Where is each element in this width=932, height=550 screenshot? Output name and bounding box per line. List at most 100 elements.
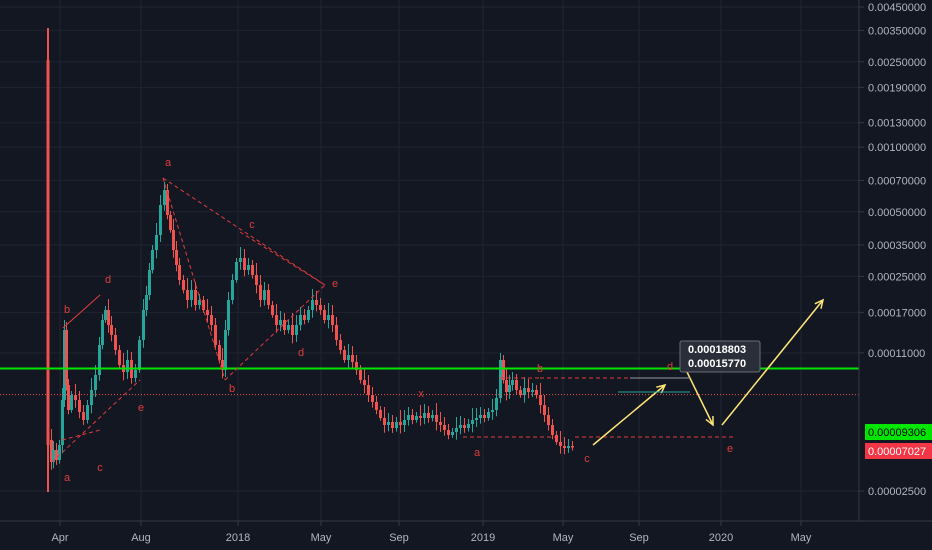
candle-body — [491, 410, 494, 412]
candle-body — [263, 290, 266, 300]
candle-body — [547, 415, 550, 425]
wave-label: b — [229, 383, 235, 395]
candle-body — [339, 340, 342, 350]
candle-body — [251, 265, 254, 275]
candle-body — [495, 398, 498, 410]
candle-body — [543, 405, 546, 415]
candle-body — [508, 385, 511, 392]
projection-arrow — [592, 384, 666, 446]
candle-body — [291, 325, 294, 335]
candle-body — [259, 285, 262, 300]
candle-body — [145, 295, 148, 310]
candle-body — [531, 390, 534, 392]
candle-body — [399, 422, 402, 425]
candle-body — [371, 395, 374, 402]
candle-body — [307, 310, 310, 320]
y-tick-label: 0.00050000 — [868, 207, 926, 219]
candle-body — [110, 325, 113, 335]
candle-body — [198, 300, 201, 305]
wave-label: a — [474, 447, 481, 459]
candle-body — [70, 395, 73, 410]
candle-body — [555, 435, 558, 442]
candle-body — [166, 190, 169, 215]
candle-body — [138, 340, 141, 370]
candle-body — [118, 350, 121, 365]
wave-trendline — [224, 284, 326, 381]
price-axis[interactable]: 0.00450000 0.00350000 0.00250000 0.00190000… — [859, 2, 926, 498]
candle-body — [487, 412, 490, 418]
candle-body — [379, 410, 382, 418]
candle-body — [231, 280, 234, 300]
y-tick-label: 0.00250000 — [868, 57, 926, 69]
candle-body — [227, 300, 230, 330]
candle-body — [439, 422, 442, 425]
y-tick-label: 0.00025000 — [868, 271, 926, 283]
wave-label: d — [298, 347, 304, 359]
candle-body — [395, 422, 398, 428]
candle-body — [515, 380, 518, 390]
wave-label: c — [97, 462, 103, 474]
candle-body — [403, 420, 406, 425]
x-tick-label: May — [311, 532, 332, 544]
candle-body — [82, 412, 85, 420]
candle-body — [186, 290, 189, 300]
candle-body — [455, 428, 458, 432]
candle-body — [551, 425, 554, 435]
candle-body — [90, 390, 93, 405]
candle-body — [78, 400, 81, 412]
candle-body — [255, 275, 258, 285]
candle-body — [431, 415, 434, 418]
candle-body — [331, 315, 334, 325]
x-tick-label: 2019 — [471, 532, 495, 544]
candle-body — [151, 250, 154, 270]
candle-body — [287, 325, 290, 330]
projection-arrowhead — [656, 383, 667, 394]
candle-body — [467, 424, 470, 428]
candle-body — [126, 360, 129, 372]
candle-body — [65, 330, 68, 385]
candle-body — [367, 385, 370, 395]
y-tick-label: 0.00190000 — [868, 82, 926, 94]
y-tick-label: 0.00100000 — [868, 142, 926, 154]
wave-label: x — [418, 388, 424, 400]
projection-arrowhead — [814, 298, 825, 309]
candle-body — [419, 416, 422, 418]
candle-body — [74, 395, 77, 400]
candle-body — [202, 300, 205, 310]
wave-trendline — [239, 231, 326, 286]
time-axis[interactable]: Apr Aug 2018 May Sep 2019 May Sep 2020 May — [51, 521, 812, 544]
x-tick-label: Sep — [629, 532, 649, 544]
wave-label: a — [64, 472, 71, 484]
x-tick-label: Apr — [51, 532, 68, 544]
candle-body — [359, 370, 362, 380]
candle-body — [63, 330, 66, 400]
candle-body — [343, 350, 346, 360]
candle-body — [479, 415, 482, 418]
candle-body — [275, 315, 278, 325]
candle-body — [279, 320, 282, 325]
x-tick-label: May — [553, 532, 574, 544]
candle-body — [351, 355, 354, 362]
candle-body — [104, 310, 107, 320]
candle-body — [327, 315, 330, 320]
candle-body — [355, 362, 358, 370]
candle-body — [206, 310, 209, 315]
overlays — [0, 177, 859, 463]
candle-body — [323, 310, 326, 320]
candle-body — [299, 315, 302, 325]
candle-body — [134, 370, 137, 378]
candle-body — [247, 265, 250, 270]
wave-label: d — [667, 361, 673, 373]
candle-body — [182, 280, 185, 290]
candle-body — [559, 442, 562, 446]
candle-body — [178, 265, 181, 280]
y-tick-label: 0.00011000 — [868, 348, 925, 360]
candle-body — [463, 425, 466, 428]
candle-body — [363, 380, 366, 385]
candle-body — [271, 305, 274, 315]
wave-trendline — [62, 294, 101, 329]
candle-body — [218, 345, 221, 360]
candle-body — [172, 230, 175, 250]
candle-body — [169, 215, 172, 230]
